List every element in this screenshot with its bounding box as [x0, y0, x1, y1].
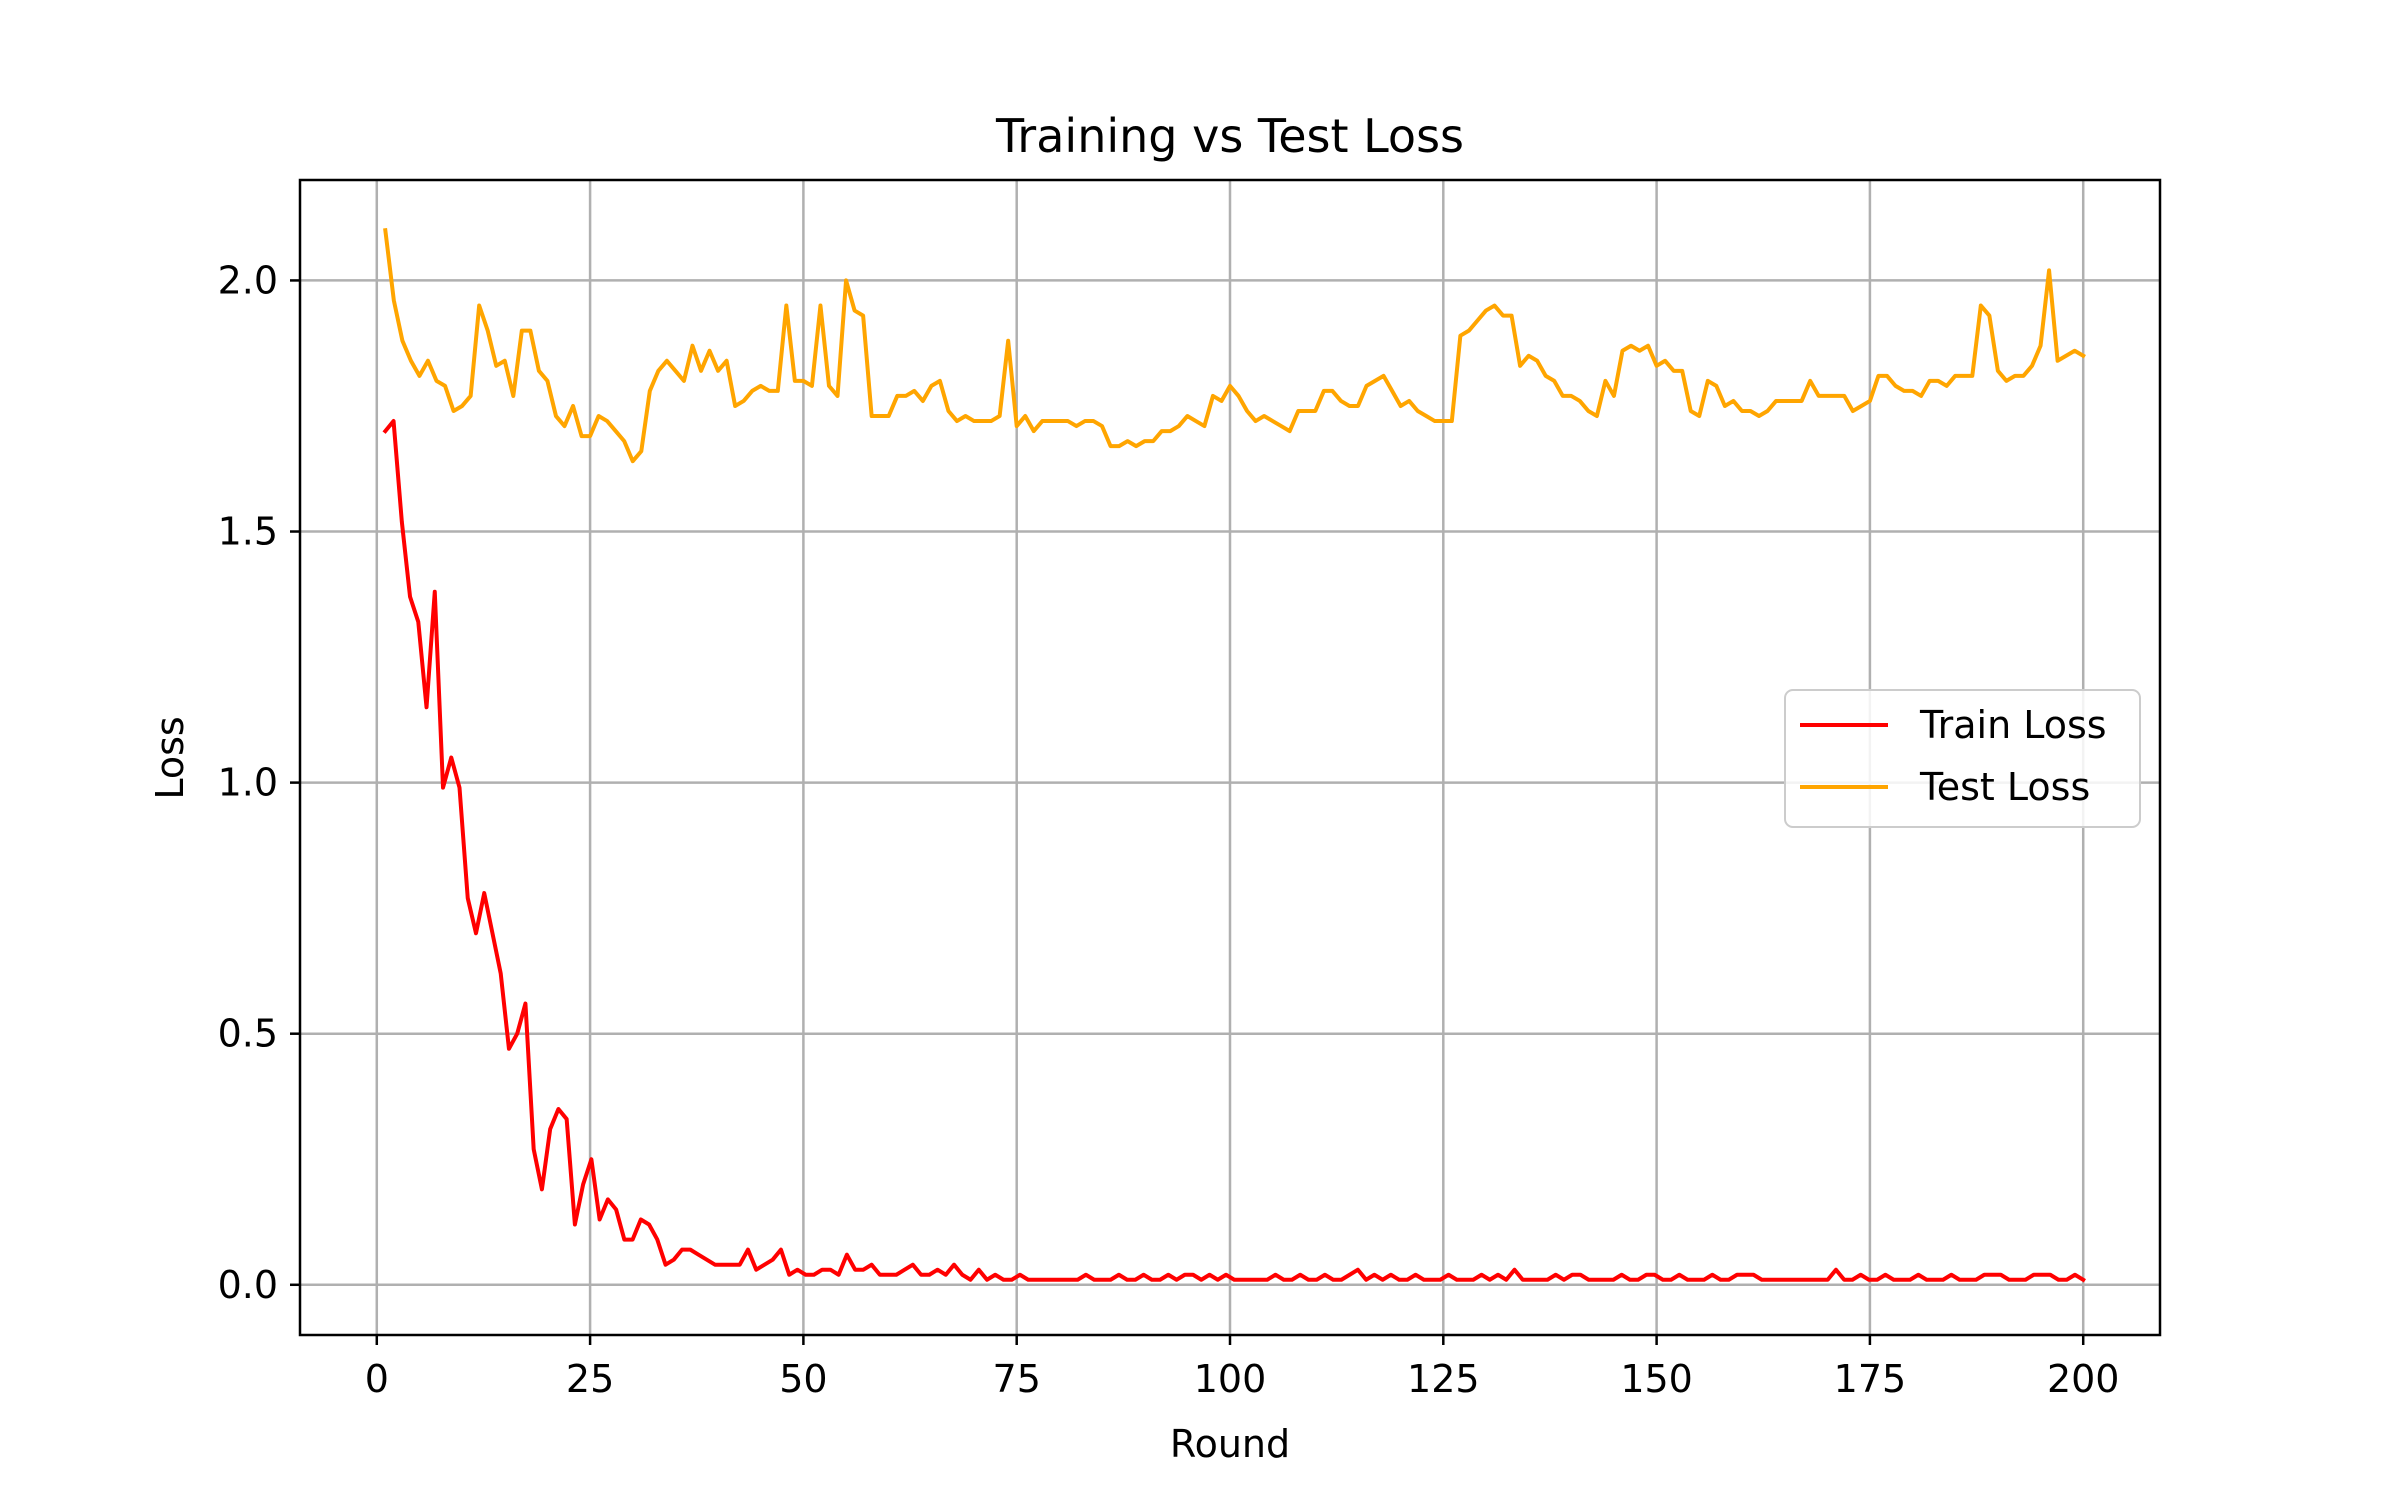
axis-ticks: 0 25 50 75 100 125 150 175 200 0.0 0.5 1.0 1.5 2.0 — [218, 258, 2120, 1401]
y-tick-label: 0.0 — [218, 1263, 278, 1307]
x-tick-label: 200 — [2047, 1357, 2120, 1401]
y-tick-label: 1.0 — [218, 761, 278, 805]
y-tick-label: 0.5 — [218, 1012, 278, 1056]
y-tick-label: 1.5 — [218, 510, 278, 554]
x-tick-label: 175 — [1834, 1357, 1907, 1401]
test-loss-line — [383, 227, 2086, 464]
x-tick-label: 75 — [993, 1357, 1041, 1401]
x-tick-label: 50 — [779, 1357, 827, 1401]
x-tick-label: 0 — [365, 1357, 389, 1401]
train-loss-line — [382, 419, 2086, 1283]
x-tick-label: 125 — [1407, 1357, 1480, 1401]
x-tick-label: 150 — [1620, 1357, 1693, 1401]
y-axis-label: Loss — [148, 716, 192, 799]
x-tick-label: 25 — [566, 1357, 614, 1401]
series-lines — [382, 227, 2086, 1283]
x-tick-label: 100 — [1194, 1357, 1267, 1401]
chart-title: Training vs Test Loss — [995, 109, 1464, 163]
legend-label-train: Train Loss — [1919, 703, 2107, 747]
legend: Train Loss Test Loss — [1784, 689, 2141, 828]
x-axis-label: Round — [1170, 1422, 1290, 1466]
grid-lines — [300, 180, 2160, 1335]
legend-label-test: Test Loss — [1919, 765, 2090, 809]
y-tick-label: 2.0 — [218, 258, 278, 302]
